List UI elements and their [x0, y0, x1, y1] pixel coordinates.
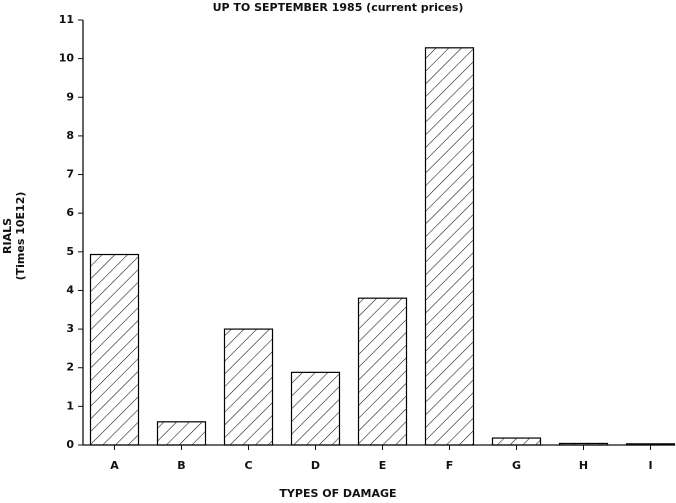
bar — [223, 328, 274, 446]
y-tick-label: 11 — [59, 13, 74, 26]
x-tick-label: D — [311, 459, 320, 472]
y-axis-sublabel: (Times 10E12) — [14, 192, 27, 281]
x-tick-label: G — [512, 459, 521, 472]
bar — [491, 437, 542, 446]
y-tick-label: 4 — [66, 283, 74, 296]
y-tick-label: 7 — [66, 168, 74, 181]
bar — [89, 253, 140, 446]
y-tick-label: 9 — [66, 90, 74, 103]
x-tick-label: C — [244, 459, 252, 472]
chart-title: UP TO SEPTEMBER 1985 (current prices) — [213, 1, 464, 14]
y-axis-label: RIALS — [1, 218, 14, 254]
y-tick-label: 2 — [66, 361, 74, 374]
x-tick-label: E — [379, 459, 387, 472]
y-tick-label: 3 — [66, 322, 74, 335]
bar — [156, 421, 207, 446]
x-tick-label: B — [177, 459, 185, 472]
y-tick-label: 6 — [66, 206, 74, 219]
y-tick-label: 0 — [66, 438, 74, 451]
y-tick-label: 8 — [66, 129, 74, 142]
x-axis-label: TYPES OF DAMAGE — [279, 487, 396, 500]
bar — [357, 297, 408, 446]
x-tick-label: A — [110, 459, 119, 472]
bar — [424, 47, 475, 446]
y-tick-label: 10 — [59, 52, 75, 65]
bar — [290, 371, 341, 446]
x-tick-label: I — [648, 459, 652, 472]
x-tick-label: H — [579, 459, 588, 472]
x-tick-label: F — [446, 459, 454, 472]
y-tick-label: 1 — [66, 399, 74, 412]
y-tick-label: 5 — [66, 245, 74, 258]
